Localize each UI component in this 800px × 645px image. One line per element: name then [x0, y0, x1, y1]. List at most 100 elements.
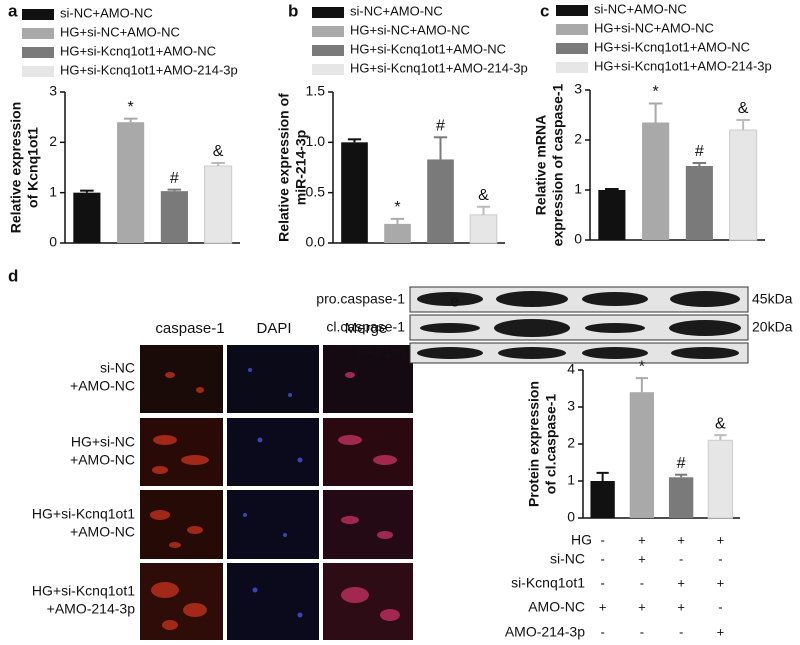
significance-mark: &: [213, 143, 224, 160]
row-label: HG+si-Kcnq1ot1: [32, 583, 135, 599]
table-sign: +: [717, 624, 725, 639]
bar: [384, 223, 411, 243]
error-bar: [167, 188, 182, 192]
y-tick-label: 3: [49, 83, 57, 99]
significance-mark: &: [715, 415, 726, 432]
table-sign: +: [599, 599, 607, 614]
bar: [629, 392, 655, 518]
y-axis-label: miR-214-3p: [293, 130, 309, 205]
y-tick-label: 3: [574, 81, 582, 97]
panel-label: a: [8, 1, 18, 20]
y-tick-label: 2: [49, 133, 57, 149]
legend-label: HG+si-Kcnq1ot1+AMO-NC: [350, 41, 506, 56]
error-bar: [347, 138, 362, 143]
y-tick-label: 0.0: [306, 234, 326, 250]
y-axis-label: Protein expression: [526, 381, 542, 507]
bar: [427, 159, 454, 243]
table-sign: +: [677, 599, 685, 614]
band-label: cl.caspase-1: [326, 319, 405, 335]
bar: [685, 166, 713, 240]
error-bar: [648, 102, 663, 123]
table-row-label: AMO-NC: [528, 599, 585, 615]
legend-swatch: [22, 28, 54, 39]
table-sign: -: [600, 624, 604, 639]
error-bar: [123, 117, 138, 123]
column-header: caspase-1: [155, 320, 224, 337]
band-size: 20kDa: [752, 319, 793, 335]
error-bar: [433, 136, 448, 160]
y-tick-label: 1: [574, 181, 582, 197]
legend-label: si-NC+AMO-NC: [594, 1, 687, 16]
significance-mark: *: [639, 358, 645, 375]
bar: [668, 477, 694, 518]
row-label: +AMO-NC: [70, 378, 135, 394]
error-bar: [736, 119, 750, 130]
error-bar: [675, 473, 688, 478]
table-sign: -: [640, 575, 644, 590]
panel-label: d: [8, 266, 18, 285]
legend-label: HG+si-Kcnq1ot1+AMO-NC: [594, 39, 750, 54]
significance-mark: &: [738, 100, 749, 117]
bar: [707, 439, 734, 519]
table-sign: +: [677, 575, 685, 590]
y-axis-label: of cl.caspase-1: [543, 394, 559, 495]
band-size: 45kDa: [752, 291, 793, 307]
legend-label: HG+si-Kcnq1ot1+AMO-NC: [60, 43, 216, 58]
significance-mark: *: [128, 99, 134, 116]
significance-mark: &: [478, 187, 489, 204]
legend-label: HG+si-NC+AMO-NC: [350, 22, 470, 37]
error-bar: [80, 189, 94, 193]
legend-label: HG+si-NC+AMO-NC: [60, 24, 180, 39]
y-tick-label: 3: [567, 398, 575, 414]
legend-swatch: [312, 45, 344, 56]
bar: [341, 142, 368, 243]
table-sign: -: [600, 551, 604, 566]
significance-mark: #: [436, 118, 445, 135]
error-bar: [714, 434, 727, 441]
table-sign: +: [638, 551, 646, 566]
table-sign: +: [717, 532, 725, 547]
row-label: si-NC: [100, 360, 135, 376]
table-sign: -: [600, 575, 604, 590]
row-label: HG+si-Kcnq1ot1: [32, 506, 135, 522]
significance-mark: #: [695, 143, 704, 160]
table-sign: -: [718, 551, 722, 566]
row-label: HG+si-NC: [71, 434, 135, 450]
error-bar: [390, 217, 405, 224]
table-sign: +: [638, 599, 646, 614]
legend-swatch: [556, 43, 588, 54]
legend-swatch: [22, 66, 54, 77]
y-tick-label: 0: [567, 509, 575, 525]
legend-label: HG+si-Kcnq1ot1+AMO-214-3p: [350, 60, 528, 75]
table-sign: -: [718, 599, 722, 614]
y-axis-label: Relative expression: [8, 102, 24, 234]
legend-label: HG+si-NC+AMO-NC: [594, 20, 714, 35]
panel-label: b: [288, 1, 298, 20]
column-header: Merge: [345, 320, 388, 337]
micrographs: [140, 345, 413, 640]
error-bar: [635, 377, 648, 393]
y-tick-label: 1.5: [306, 83, 326, 99]
legend-swatch: [312, 64, 344, 75]
row-label: +AMO-NC: [70, 452, 135, 468]
y-axis-label: expression of caspase-1: [550, 83, 566, 246]
y-axis-label: Relative mRNA: [533, 115, 549, 215]
error-bar: [596, 471, 609, 481]
y-tick-label: 2: [567, 435, 575, 451]
bar: [204, 165, 233, 244]
bar: [117, 122, 145, 243]
table-sign: +: [638, 532, 646, 547]
legend-swatch: [312, 7, 344, 18]
y-tick-label: 2: [574, 131, 582, 147]
table-sign: -: [679, 551, 683, 566]
bar: [160, 191, 188, 243]
error-bar: [605, 188, 619, 190]
table-sign: -: [640, 624, 644, 639]
y-tick-label: 1: [567, 472, 575, 488]
legend-swatch: [556, 62, 588, 73]
error-bar: [692, 162, 707, 166]
bar: [73, 192, 101, 243]
significance-mark: *: [653, 84, 659, 101]
